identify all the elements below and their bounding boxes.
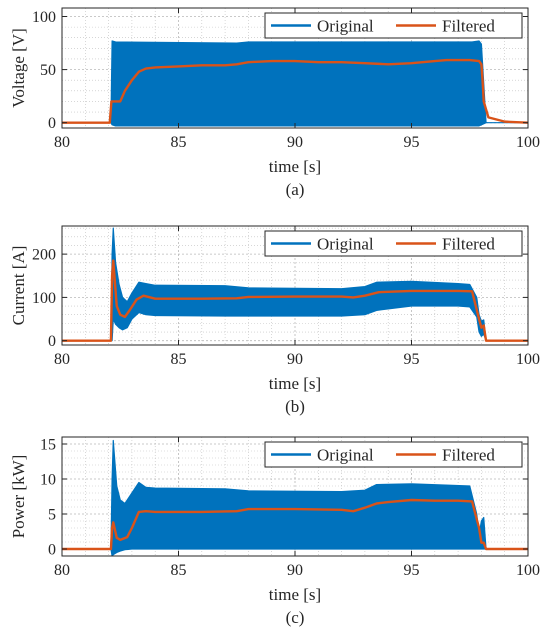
x-tick-label: 90 [287,134,303,151]
x-axis-label: time [s] [269,157,321,176]
y-axis-label: Voltage [V] [9,28,28,107]
y-tick-label: 200 [32,247,56,264]
panel-caption: (a) [286,180,305,199]
x-tick-label: 95 [404,562,420,579]
ticks [61,226,529,345]
chart-panel-c: 80 85 90 95 100 0 5 10 15 time [s] Power [kW] (c) Or… [9,436,540,627]
legend-label-original: Original [317,17,374,36]
chart-panel-b: 80 85 90 95 100 0 100 200 time [s] Current [A] (b)… [9,225,540,416]
y-axis-label: Current [A] [9,246,28,326]
series-filtered-line [62,58,528,124]
y-tick-label: 10 [40,472,56,489]
data-layer [62,227,528,342]
legend-label-filtered: Filtered [442,17,495,36]
series-original-band [62,227,528,342]
chart-panel-a: 80 85 90 95 100 0 50 100 time [s] Voltage [V] (a) O… [9,7,540,199]
x-tick-label: 80 [54,134,70,151]
x-tick-label: 80 [54,562,70,579]
legend: Original Filtered [264,441,523,468]
data-layer [62,40,528,127]
y-tick-label: 0 [48,333,56,350]
x-tick-label: 85 [171,351,187,368]
panel-caption: (c) [286,608,305,627]
x-tick-label: 80 [54,351,70,368]
x-tick-label: 85 [171,134,187,151]
x-tick-label: 90 [287,351,303,368]
y-tick-label: 0 [48,542,56,559]
x-tick-label: 100 [516,134,540,151]
x-tick-label: 95 [404,351,420,368]
ticks [61,8,529,128]
x-axis-label: time [s] [269,585,321,604]
ticks [61,437,529,556]
series-original-band [62,40,528,127]
data-layer [62,439,528,556]
y-tick-label: 0 [48,115,56,132]
x-axis-label: time [s] [269,374,321,393]
series-filtered-line [62,498,528,551]
series-original-band [62,439,528,556]
legend-label-filtered: Filtered [442,235,495,254]
legend-label-filtered: Filtered [442,446,495,465]
x-tick-label: 100 [516,351,540,368]
panel-caption: (b) [285,397,305,416]
x-tick-label: 100 [516,562,540,579]
legend: Original Filtered [264,12,523,39]
y-axis-label: Power [kW] [9,455,28,539]
y-tick-label: 100 [32,9,56,26]
series-filtered-line [62,259,528,342]
legend: Original Filtered [264,230,523,257]
x-tick-label: 90 [287,562,303,579]
legend-label-original: Original [317,235,374,254]
x-tick-label: 95 [404,134,420,151]
y-tick-label: 50 [40,62,56,79]
y-tick-label: 5 [48,507,56,524]
legend-label-original: Original [317,446,374,465]
x-tick-label: 85 [171,562,187,579]
y-tick-label: 100 [32,290,56,307]
y-tick-label: 15 [40,437,56,454]
